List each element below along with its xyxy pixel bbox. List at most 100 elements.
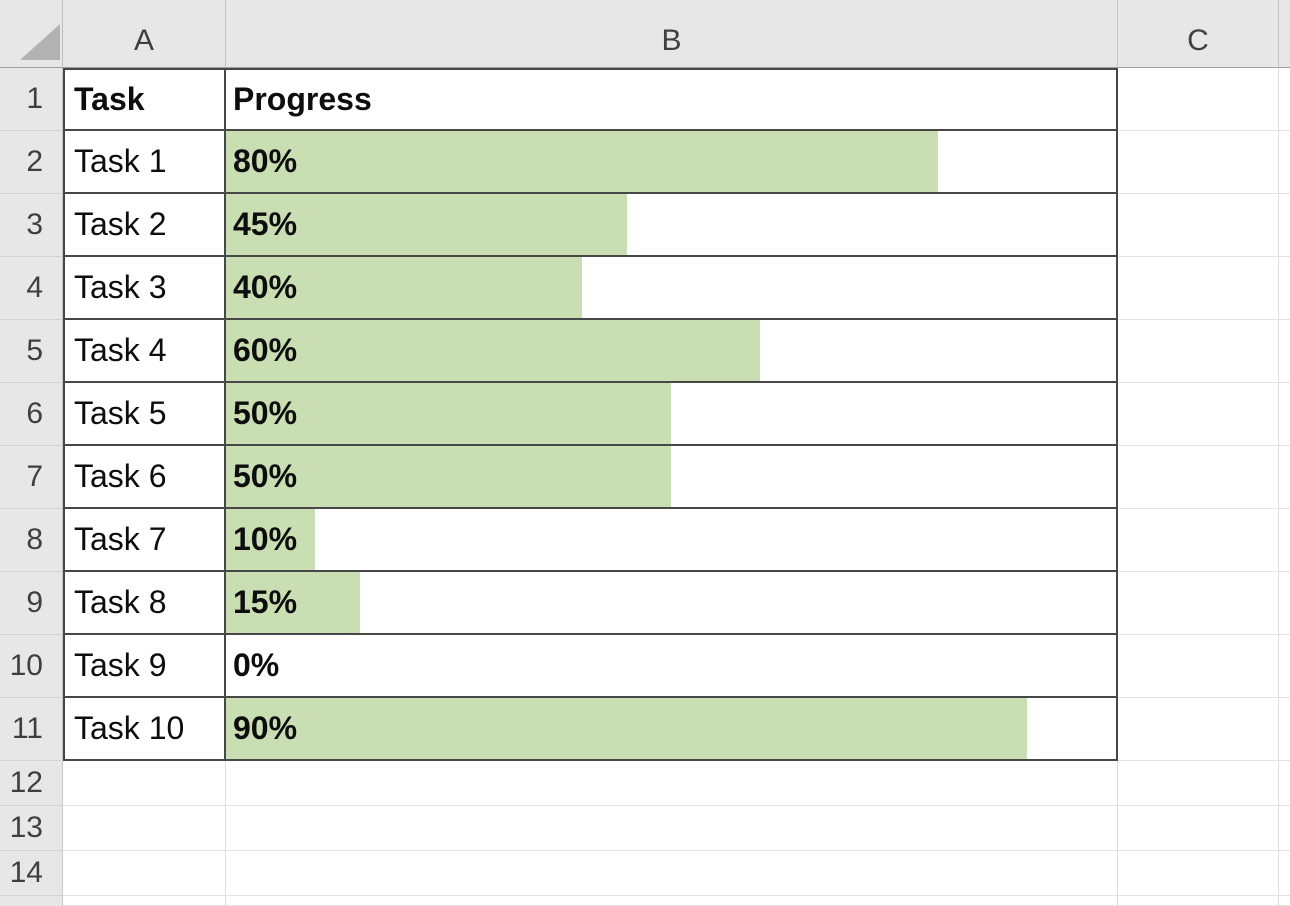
cell-progress-5[interactable]: 60% <box>226 320 1118 383</box>
cell-progress-7-label: 50% <box>233 458 298 494</box>
row-header-5[interactable]: 5 <box>0 320 63 383</box>
row-header-9[interactable]: 9 <box>0 572 63 635</box>
cell-d-8[interactable] <box>1279 509 1290 572</box>
row-header-3[interactable]: 3 <box>0 194 63 257</box>
cell-task-11[interactable]: Task 10 <box>63 698 226 761</box>
cell-progress-1[interactable]: Progress <box>226 68 1118 131</box>
cell-c-12[interactable] <box>1118 761 1279 806</box>
cell-task-1-label: Task <box>74 81 145 117</box>
cell-task-8[interactable]: Task 7 <box>63 509 226 572</box>
cell-task-12[interactable] <box>63 761 226 806</box>
cell-d-10[interactable] <box>1279 635 1290 698</box>
cell-d-4[interactable] <box>1279 257 1290 320</box>
cell-c-13[interactable] <box>1118 806 1279 851</box>
cell-progress-2[interactable]: 80% <box>226 131 1118 194</box>
cell-progress-3[interactable]: 45% <box>226 194 1118 257</box>
cell-d-7[interactable] <box>1279 446 1290 509</box>
cell-c-14[interactable] <box>1118 851 1279 896</box>
cell-task-1[interactable]: Task <box>63 68 226 131</box>
cell-c-8[interactable] <box>1118 509 1279 572</box>
cell-progress-10[interactable]: 0% <box>226 635 1118 698</box>
row-header-10[interactable]: 10 <box>0 635 63 698</box>
cell-d-9[interactable] <box>1279 572 1290 635</box>
cell-d-2[interactable] <box>1279 131 1290 194</box>
cell-progress-5-label: 60% <box>233 332 298 368</box>
cell-task-5[interactable]: Task 4 <box>63 320 226 383</box>
cell-progress-3-label: 45% <box>233 206 298 242</box>
cell-progress-14[interactable] <box>226 851 1118 896</box>
cell-progress-13[interactable] <box>226 806 1118 851</box>
cell-progress-1-label: Progress <box>233 81 372 117</box>
cell-c-6[interactable] <box>1118 383 1279 446</box>
row-header-7-label: 7 <box>26 460 43 493</box>
row-header-9-label: 9 <box>26 586 43 619</box>
cell-c-4[interactable] <box>1118 257 1279 320</box>
cell-c-10[interactable] <box>1118 635 1279 698</box>
column-header-a-label: A <box>133 24 154 57</box>
cell-progress-8[interactable]: 10% <box>226 509 1118 572</box>
cell-d-12[interactable] <box>1279 761 1290 806</box>
cell-progress-9[interactable]: 15% <box>226 572 1118 635</box>
cell-c-5[interactable] <box>1118 320 1279 383</box>
cell-d-6[interactable] <box>1279 383 1290 446</box>
row-header-11[interactable]: 11 <box>0 698 63 761</box>
select-all-icon <box>20 24 60 60</box>
cell-progress-8-label: 10% <box>233 521 298 557</box>
row-header-2[interactable]: 2 <box>0 131 63 194</box>
cell-partial-c[interactable] <box>1118 896 1279 906</box>
cell-c-3[interactable] <box>1118 194 1279 257</box>
progress-data-bar <box>226 257 582 318</box>
row-header-1[interactable]: 1 <box>0 68 63 131</box>
column-header-b[interactable]: B <box>226 0 1118 68</box>
cell-d-3[interactable] <box>1279 194 1290 257</box>
cell-c-7[interactable] <box>1118 446 1279 509</box>
row-header-8[interactable]: 8 <box>0 509 63 572</box>
row-header-4[interactable]: 4 <box>0 257 63 320</box>
cell-task-10[interactable]: Task 9 <box>63 635 226 698</box>
column-header-partial <box>1279 0 1290 68</box>
row-header-7[interactable]: 7 <box>0 446 63 509</box>
cell-partial-b[interactable] <box>226 896 1118 906</box>
cell-partial-a[interactable] <box>63 896 226 906</box>
column-header-c[interactable]: C <box>1118 0 1279 68</box>
cell-task-13[interactable] <box>63 806 226 851</box>
progress-data-bar <box>226 320 760 381</box>
cell-d-11[interactable] <box>1279 698 1290 761</box>
cell-progress-2-label: 80% <box>233 143 298 179</box>
cell-task-11-label: Task 10 <box>74 710 185 746</box>
row-header-13[interactable]: 13 <box>0 806 63 851</box>
cell-task-7[interactable]: Task 6 <box>63 446 226 509</box>
cell-progress-7[interactable]: 50% <box>226 446 1118 509</box>
progress-data-bar <box>226 194 627 255</box>
progress-data-bar <box>226 383 671 444</box>
row-header-1-label: 1 <box>26 82 43 115</box>
cell-progress-11[interactable]: 90% <box>226 698 1118 761</box>
cell-task-9[interactable]: Task 8 <box>63 572 226 635</box>
cell-c-9[interactable] <box>1118 572 1279 635</box>
cell-c-1[interactable] <box>1118 68 1279 131</box>
cell-progress-4[interactable]: 40% <box>226 257 1118 320</box>
cell-d-1[interactable] <box>1279 68 1290 131</box>
cell-task-6[interactable]: Task 5 <box>63 383 226 446</box>
cell-d-5[interactable] <box>1279 320 1290 383</box>
select-all-cell[interactable] <box>0 0 63 68</box>
cell-progress-12[interactable] <box>226 761 1118 806</box>
row-header-2-label: 2 <box>26 145 43 178</box>
row-header-14[interactable]: 14 <box>0 851 63 896</box>
cell-task-2[interactable]: Task 1 <box>63 131 226 194</box>
column-header-a[interactable]: A <box>63 0 226 68</box>
cell-task-14[interactable] <box>63 851 226 896</box>
cell-d-14[interactable] <box>1279 851 1290 896</box>
row-header-8-label: 8 <box>26 523 43 556</box>
cell-progress-9-label: 15% <box>233 584 298 620</box>
cell-d-13[interactable] <box>1279 806 1290 851</box>
cell-task-4[interactable]: Task 3 <box>63 257 226 320</box>
row-header-12[interactable]: 12 <box>0 761 63 806</box>
cell-progress-6[interactable]: 50% <box>226 383 1118 446</box>
cell-c-11[interactable] <box>1118 698 1279 761</box>
cell-c-2[interactable] <box>1118 131 1279 194</box>
cell-task-3[interactable]: Task 2 <box>63 194 226 257</box>
cell-partial-d[interactable] <box>1279 896 1290 906</box>
row-header-13-label: 13 <box>9 811 43 844</box>
row-header-6[interactable]: 6 <box>0 383 63 446</box>
